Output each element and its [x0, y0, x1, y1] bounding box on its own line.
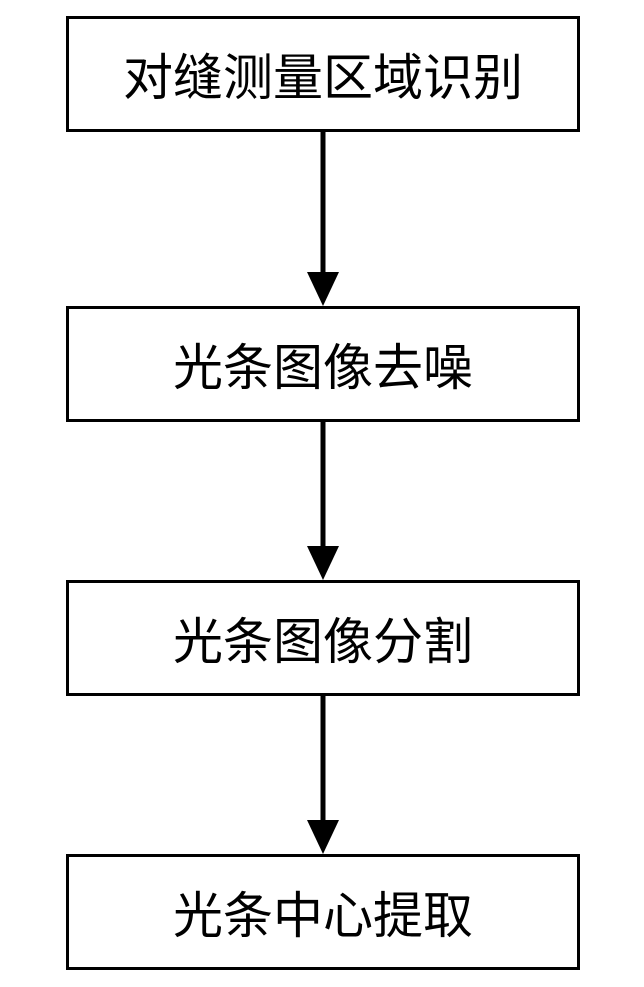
flow-node-3: 光条图像分割: [66, 580, 580, 696]
flow-node-3-label: 光条图像分割: [173, 602, 473, 674]
flow-node-4-label: 光条中心提取: [173, 876, 473, 948]
flow-node-2: 光条图像去噪: [66, 306, 580, 422]
flow-node-4: 光条中心提取: [66, 854, 580, 970]
flow-node-1: 对缝测量区域识别: [66, 16, 580, 132]
flow-node-1-label: 对缝测量区域识别: [123, 38, 523, 110]
flow-arrows: [0, 0, 644, 987]
flow-node-2-label: 光条图像去噪: [173, 328, 473, 400]
